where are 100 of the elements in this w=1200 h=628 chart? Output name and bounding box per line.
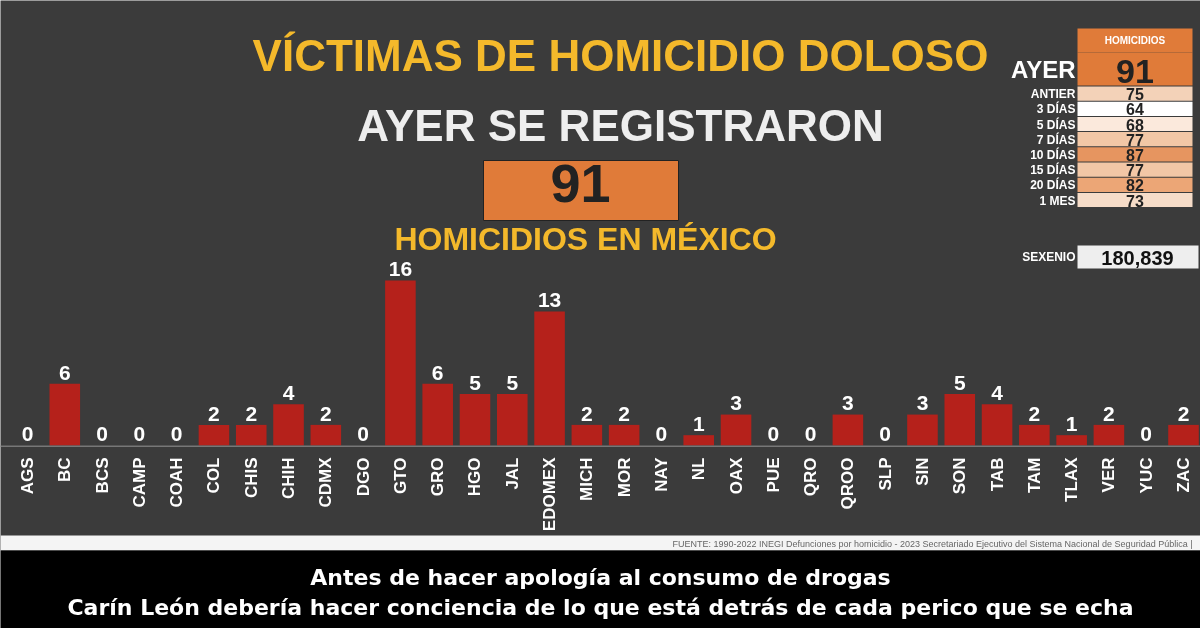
x-tick-label: BC <box>55 457 75 483</box>
bar <box>1056 435 1087 446</box>
data-label: 0 <box>133 422 146 446</box>
data-label: 0 <box>357 422 369 446</box>
text: 68 <box>1126 116 1144 134</box>
x-tick-label: BCS <box>92 457 112 494</box>
x-tick-label: HGO <box>465 457 485 497</box>
x-tick-label: COL <box>204 457 224 494</box>
bar <box>534 311 565 446</box>
x-tick-label: COAH <box>167 457 187 508</box>
x-tick-label: QRO <box>801 457 821 497</box>
text: 15 DÍAS <box>1030 162 1076 178</box>
bar <box>235 424 267 446</box>
x-tick-label: PUE <box>763 457 783 493</box>
data-label: 2 <box>319 401 332 425</box>
text: SEXENIO <box>1022 249 1076 264</box>
bar <box>907 414 938 446</box>
x-tick-label: GRO <box>428 457 448 497</box>
x-tick-label: NL <box>689 457 709 481</box>
x-tick-label: DGO <box>353 457 373 497</box>
bar <box>720 414 752 446</box>
text: 73 <box>1126 192 1144 210</box>
x-tick-label: CHIH <box>279 457 299 500</box>
data-label: 4 <box>282 381 295 405</box>
bar <box>459 393 491 446</box>
text: 10 DÍAS <box>1030 146 1076 162</box>
bar <box>385 280 416 446</box>
data-label: 0 <box>170 422 183 446</box>
data-label: 2 <box>581 401 593 425</box>
x-tick-label: MOR <box>614 457 634 498</box>
bar <box>310 424 342 446</box>
text: AYER <box>1011 56 1076 83</box>
data-label: 0 <box>96 422 108 446</box>
data-label: 1 <box>1065 412 1078 436</box>
x-tick-label: EDOMEX <box>540 456 560 532</box>
data-label: 4 <box>991 381 1004 405</box>
text: 1 MES <box>1039 193 1076 208</box>
x-tick-label: OAX <box>726 456 746 495</box>
data-label: 0 <box>21 422 34 446</box>
x-tick-label: TAM <box>1024 457 1044 494</box>
bar <box>608 424 640 446</box>
text: 20 DÍAS <box>1030 177 1076 193</box>
bar <box>1168 424 1199 446</box>
chart-subtitle: AYER SE REGISTRARON <box>357 100 884 150</box>
bar <box>49 383 81 446</box>
text: 64 <box>1126 101 1144 119</box>
bar <box>981 404 1013 446</box>
x-tick-label: TAB <box>987 457 1007 492</box>
text: 3 DÍAS <box>1036 101 1076 117</box>
data-label: 5 <box>469 370 482 394</box>
bar <box>571 424 603 446</box>
text: 91 <box>550 152 611 213</box>
chart-title: VÍCTIMAS DE HOMICIDIO DOLOSO <box>252 30 989 80</box>
x-tick-label: SON <box>950 457 970 495</box>
text: 87 <box>1126 146 1144 164</box>
x-tick-label: QROO <box>838 457 858 510</box>
text: ANTIER <box>1030 87 1076 102</box>
text: Antes de hacer apología al consumo de drogas <box>310 565 891 590</box>
text: HOMICIDIOS <box>1104 34 1166 46</box>
text: 7 DÍAS <box>1036 131 1076 147</box>
data-label: 5 <box>506 370 519 394</box>
data-label: 5 <box>953 370 966 394</box>
x-tick-label: SIN <box>912 457 932 486</box>
x-tick-label: CAMP <box>129 457 149 508</box>
x-tick-label: CHIS <box>241 457 261 499</box>
data-label: 3 <box>916 391 929 415</box>
x-tick-label: CDMX <box>316 456 336 508</box>
bar <box>273 404 304 446</box>
data-label: 3 <box>730 391 742 415</box>
x-tick-label: NAY <box>651 456 671 492</box>
text: 77 <box>1126 162 1144 180</box>
x-tick-label: GTO <box>390 457 410 495</box>
text: Carín León debería hacer conciencia de lo que está detrás de cada perico que se echa <box>67 595 1134 620</box>
data-label: 1 <box>692 412 705 436</box>
data-label: 0 <box>655 422 668 446</box>
bar <box>198 424 230 446</box>
x-tick-label: AGS <box>18 457 37 495</box>
x-tick-label: JAL <box>502 457 522 490</box>
bar <box>422 383 453 446</box>
data-label: 0 <box>879 422 892 446</box>
text: HOMICIDIOS EN MÉXICO <box>394 220 777 257</box>
data-label: 13 <box>537 288 562 312</box>
data-label: 0 <box>767 422 780 446</box>
text: 180,839 <box>1101 246 1174 269</box>
data-label: 0 <box>804 422 817 446</box>
text: 82 <box>1126 177 1144 195</box>
bar <box>944 393 976 446</box>
data-label: 16 <box>388 257 413 281</box>
text: 77 <box>1126 131 1144 149</box>
text: 5 DÍAS <box>1036 116 1076 132</box>
data-label: 2 <box>208 401 220 425</box>
data-label: 3 <box>842 391 854 415</box>
text: 75 <box>1126 86 1144 104</box>
data-label: 6 <box>431 360 444 384</box>
data-label: 6 <box>58 360 71 384</box>
data-label: 2 <box>245 401 258 425</box>
bar <box>1093 424 1125 446</box>
data-label: 2 <box>1103 401 1115 425</box>
data-label: 2 <box>1028 401 1041 425</box>
data-label: 2 <box>1177 401 1190 425</box>
